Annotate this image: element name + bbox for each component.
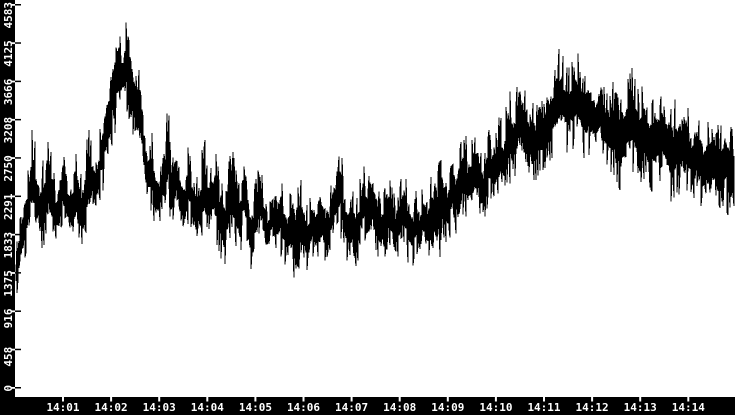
x-tick-label: 14:05 (239, 401, 272, 414)
y-tick (15, 348, 21, 351)
y-tick-inner (10, 348, 15, 351)
x-tick-label: 14:06 (287, 401, 320, 414)
y-tick-inner (10, 272, 15, 274)
x-tick-label: 14:14 (672, 401, 705, 414)
x-axis-band (0, 397, 735, 415)
y-tick-inner (10, 387, 15, 389)
x-tick (350, 397, 353, 402)
y-tick-inner (10, 195, 15, 198)
y-tick (15, 233, 21, 236)
x-tick (110, 397, 113, 402)
y-tick (15, 310, 21, 312)
signal-trace (15, 22, 735, 293)
x-tick (254, 397, 257, 402)
x-tick (543, 397, 545, 402)
x-tick (639, 397, 642, 402)
x-tick (591, 397, 594, 402)
y-tick-inner (10, 118, 15, 121)
y-tick-inner (10, 80, 15, 83)
x-tick-label: 14:02 (95, 401, 128, 414)
x-axis: 14:01 14:02 14:03 14:04 14:05 14:06 14:07 14:08… (46, 397, 705, 414)
y-tick-label: 1833 (2, 232, 15, 259)
y-tick-label: 1375 (2, 270, 15, 297)
y-tick (15, 195, 21, 198)
x-tick-label: 14:08 (383, 401, 416, 414)
y-tick-label: 3208 (2, 117, 15, 144)
x-tick (302, 397, 305, 402)
y-tick (15, 118, 21, 121)
x-tick-label: 14:12 (576, 401, 609, 414)
y-tick-label: 2750 (2, 155, 15, 182)
x-tick-label: 14:09 (431, 401, 464, 414)
y-tick-label: 4125 (2, 40, 15, 67)
y-tick-label: 2291 (2, 193, 15, 220)
y-tick (15, 157, 21, 159)
x-tick (398, 397, 401, 402)
y-tick-inner (10, 157, 15, 159)
y-tick-label: 3666 (2, 78, 15, 105)
y-tick-label: 916 (2, 308, 15, 328)
x-tick-label: 14:11 (527, 401, 560, 414)
y-tick (15, 4, 21, 6)
y-tick-inner (10, 42, 15, 45)
y-tick-inner (10, 4, 15, 6)
x-tick (158, 397, 161, 402)
y-tick-inner (10, 310, 15, 313)
x-tick (446, 397, 449, 402)
y-tick (15, 80, 21, 83)
x-tick (206, 397, 209, 402)
x-tick-label: 14:13 (624, 401, 657, 414)
x-tick-label: 14:10 (479, 401, 512, 414)
y-tick-label: 4583 (2, 2, 15, 29)
x-tick-label: 14:01 (46, 401, 79, 414)
x-tick-label: 14:04 (191, 401, 224, 414)
y-tick-label: 458 (2, 347, 15, 367)
y-tick (15, 42, 21, 44)
x-tick-label: 14:07 (335, 401, 368, 414)
y-tick-inner (10, 233, 15, 236)
x-tick (494, 397, 497, 402)
y-tick-label: 0 (2, 385, 15, 392)
x-tick-label: 14:03 (143, 401, 176, 414)
x-tick (62, 397, 64, 402)
y-tick (15, 387, 21, 389)
x-tick (687, 397, 690, 402)
